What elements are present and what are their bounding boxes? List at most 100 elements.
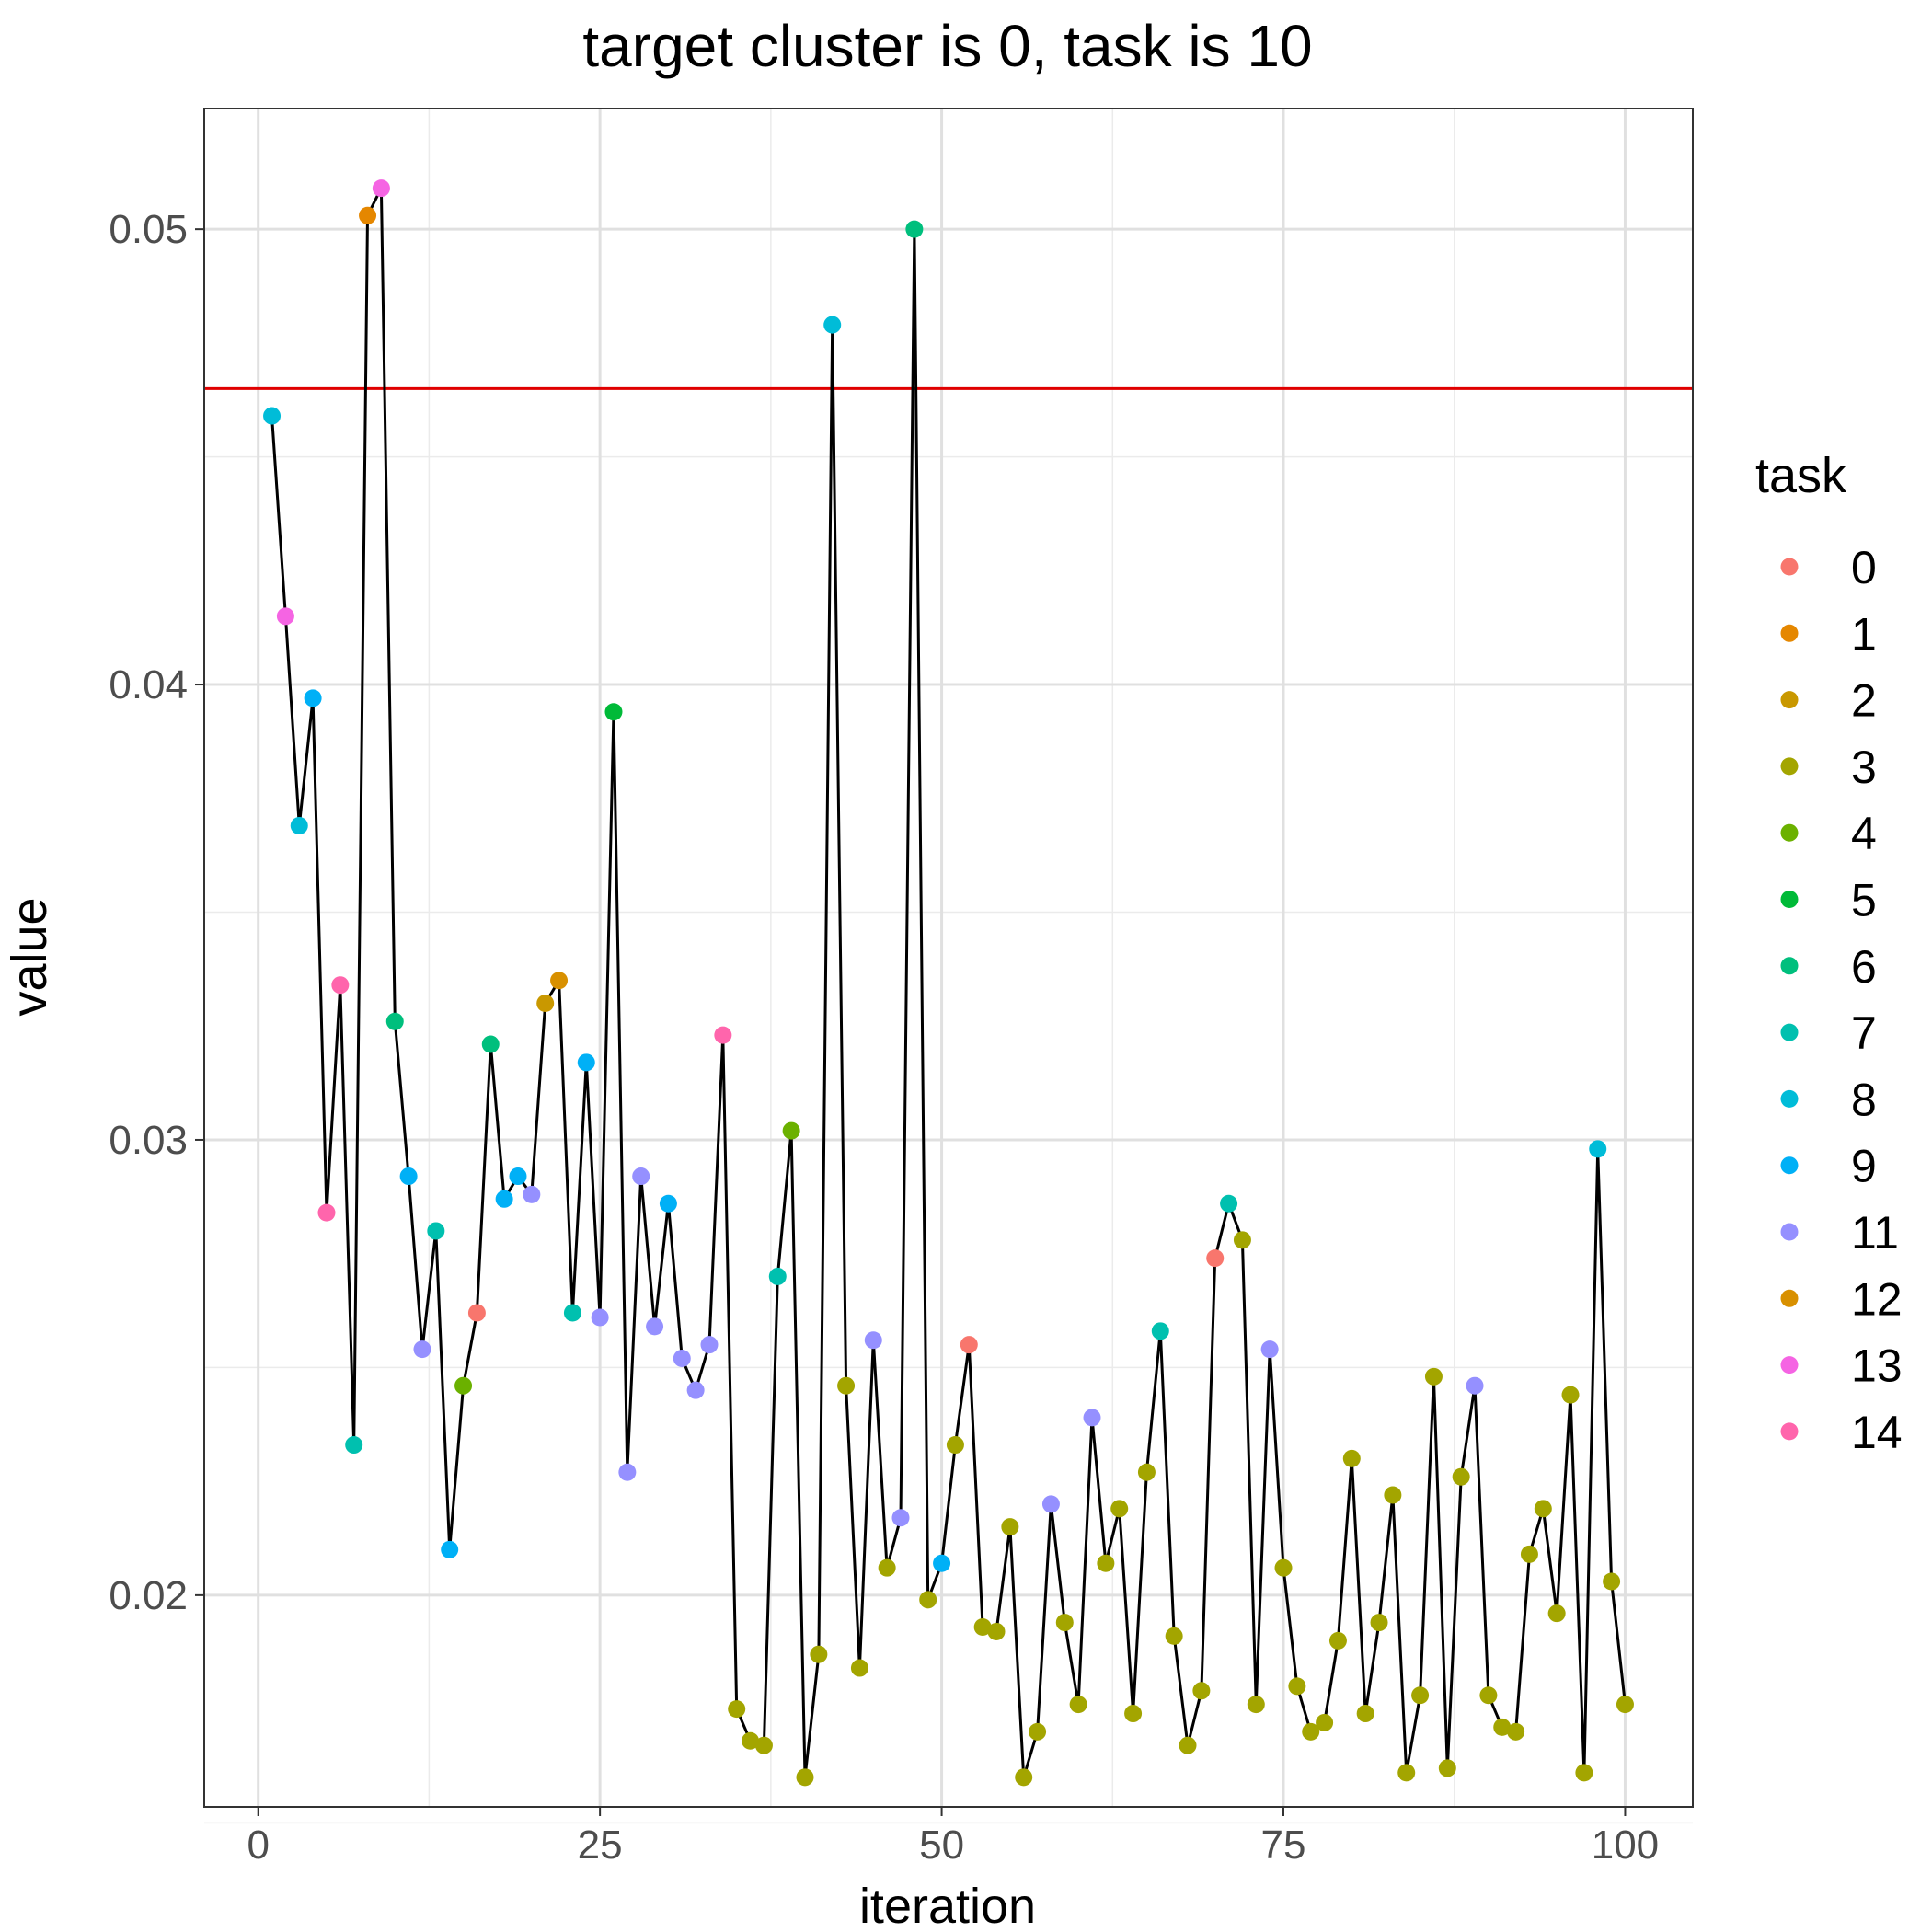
y-tick-label: 0.02 xyxy=(109,1573,188,1618)
data-point xyxy=(1589,1140,1607,1158)
data-point xyxy=(796,1768,814,1787)
data-point xyxy=(1179,1736,1197,1754)
legend-key xyxy=(1780,1289,1799,1307)
data-point xyxy=(509,1167,527,1186)
data-point xyxy=(686,1381,705,1399)
data-point xyxy=(399,1167,418,1186)
data-point xyxy=(523,1185,541,1203)
y-tick-label: 0.03 xyxy=(109,1118,188,1163)
data-point xyxy=(1424,1367,1443,1386)
data-point xyxy=(1507,1722,1525,1741)
data-point xyxy=(919,1591,937,1609)
data-point xyxy=(1452,1467,1470,1486)
data-point xyxy=(1247,1696,1265,1714)
data-point xyxy=(1288,1677,1306,1696)
data-point xyxy=(810,1645,828,1663)
data-point xyxy=(1274,1558,1293,1577)
legend-key xyxy=(1780,1089,1799,1108)
data-point xyxy=(891,1509,910,1527)
data-point xyxy=(604,703,623,721)
data-point xyxy=(550,972,569,990)
legend-label: 2 xyxy=(1851,675,1877,727)
legend-key xyxy=(1780,624,1799,642)
data-point xyxy=(1137,1463,1156,1481)
legend-label: 6 xyxy=(1851,941,1877,993)
data-points xyxy=(263,179,1634,1787)
legend-label: 7 xyxy=(1851,1007,1877,1059)
data-point xyxy=(850,1659,868,1677)
legend-key xyxy=(1780,1422,1799,1441)
data-point xyxy=(946,1436,964,1455)
data-point xyxy=(1466,1376,1484,1395)
data-point xyxy=(495,1190,513,1208)
grid-minor xyxy=(204,109,1693,1824)
legend-key xyxy=(1780,1223,1799,1241)
data-point xyxy=(1411,1686,1430,1705)
data-point xyxy=(878,1558,896,1577)
data-point xyxy=(1342,1449,1361,1467)
legend-key xyxy=(1780,891,1799,908)
data-point xyxy=(413,1340,431,1359)
data-point xyxy=(454,1376,473,1395)
data-point xyxy=(427,1222,445,1240)
legend-label: 13 xyxy=(1851,1340,1903,1392)
data-point xyxy=(359,206,377,224)
data-point xyxy=(481,1035,500,1053)
data-point xyxy=(632,1167,650,1186)
legend-label: 8 xyxy=(1851,1074,1877,1125)
grid-major xyxy=(204,109,1693,1807)
data-point xyxy=(1001,1518,1019,1536)
data-point xyxy=(933,1554,951,1572)
data-point xyxy=(973,1618,992,1637)
data-point xyxy=(1097,1554,1115,1572)
legend-label: 5 xyxy=(1851,875,1877,926)
data-point xyxy=(1520,1545,1538,1563)
data-point xyxy=(618,1463,637,1481)
data-point xyxy=(754,1736,773,1754)
data-point xyxy=(905,220,924,238)
data-point xyxy=(1110,1500,1129,1518)
data-point xyxy=(1575,1764,1593,1782)
data-point xyxy=(385,1012,404,1030)
data-point xyxy=(728,1700,746,1719)
legend-label: 3 xyxy=(1851,742,1877,793)
data-point xyxy=(864,1331,882,1350)
legend-label: 12 xyxy=(1851,1273,1903,1325)
data-point xyxy=(742,1731,760,1750)
data-point xyxy=(1603,1572,1621,1591)
data-point xyxy=(441,1540,459,1558)
data-point xyxy=(1192,1682,1211,1700)
data-point xyxy=(768,1267,787,1285)
x-axis-title: iteration xyxy=(859,1879,1036,1932)
plot-background xyxy=(204,109,1693,1807)
data-point xyxy=(1356,1705,1374,1723)
data-point xyxy=(317,1203,336,1222)
data-point xyxy=(1302,1722,1320,1741)
data-point xyxy=(1124,1705,1143,1723)
data-point xyxy=(331,976,350,995)
data-point xyxy=(1206,1249,1225,1268)
data-point xyxy=(345,1436,363,1455)
data-point xyxy=(563,1304,581,1322)
data-point xyxy=(714,1026,732,1044)
data-point xyxy=(646,1317,664,1336)
legend-label: 0 xyxy=(1851,542,1877,593)
data-point xyxy=(1493,1718,1512,1736)
data-point xyxy=(591,1308,609,1327)
data-point xyxy=(372,179,390,198)
x-tick-label: 25 xyxy=(578,1823,623,1868)
data-point xyxy=(1561,1386,1580,1404)
data-point xyxy=(1370,1614,1388,1632)
data-point xyxy=(276,607,294,626)
connecting-line xyxy=(270,187,1627,1779)
legend-title: task xyxy=(1755,448,1847,503)
x-tick-label: 0 xyxy=(247,1823,269,1868)
data-point xyxy=(1616,1696,1634,1714)
data-point xyxy=(1069,1696,1087,1714)
data-point xyxy=(700,1336,719,1354)
data-point xyxy=(1260,1340,1279,1359)
legend-key xyxy=(1780,691,1799,709)
data-point xyxy=(782,1121,800,1140)
data-point xyxy=(1534,1500,1552,1518)
